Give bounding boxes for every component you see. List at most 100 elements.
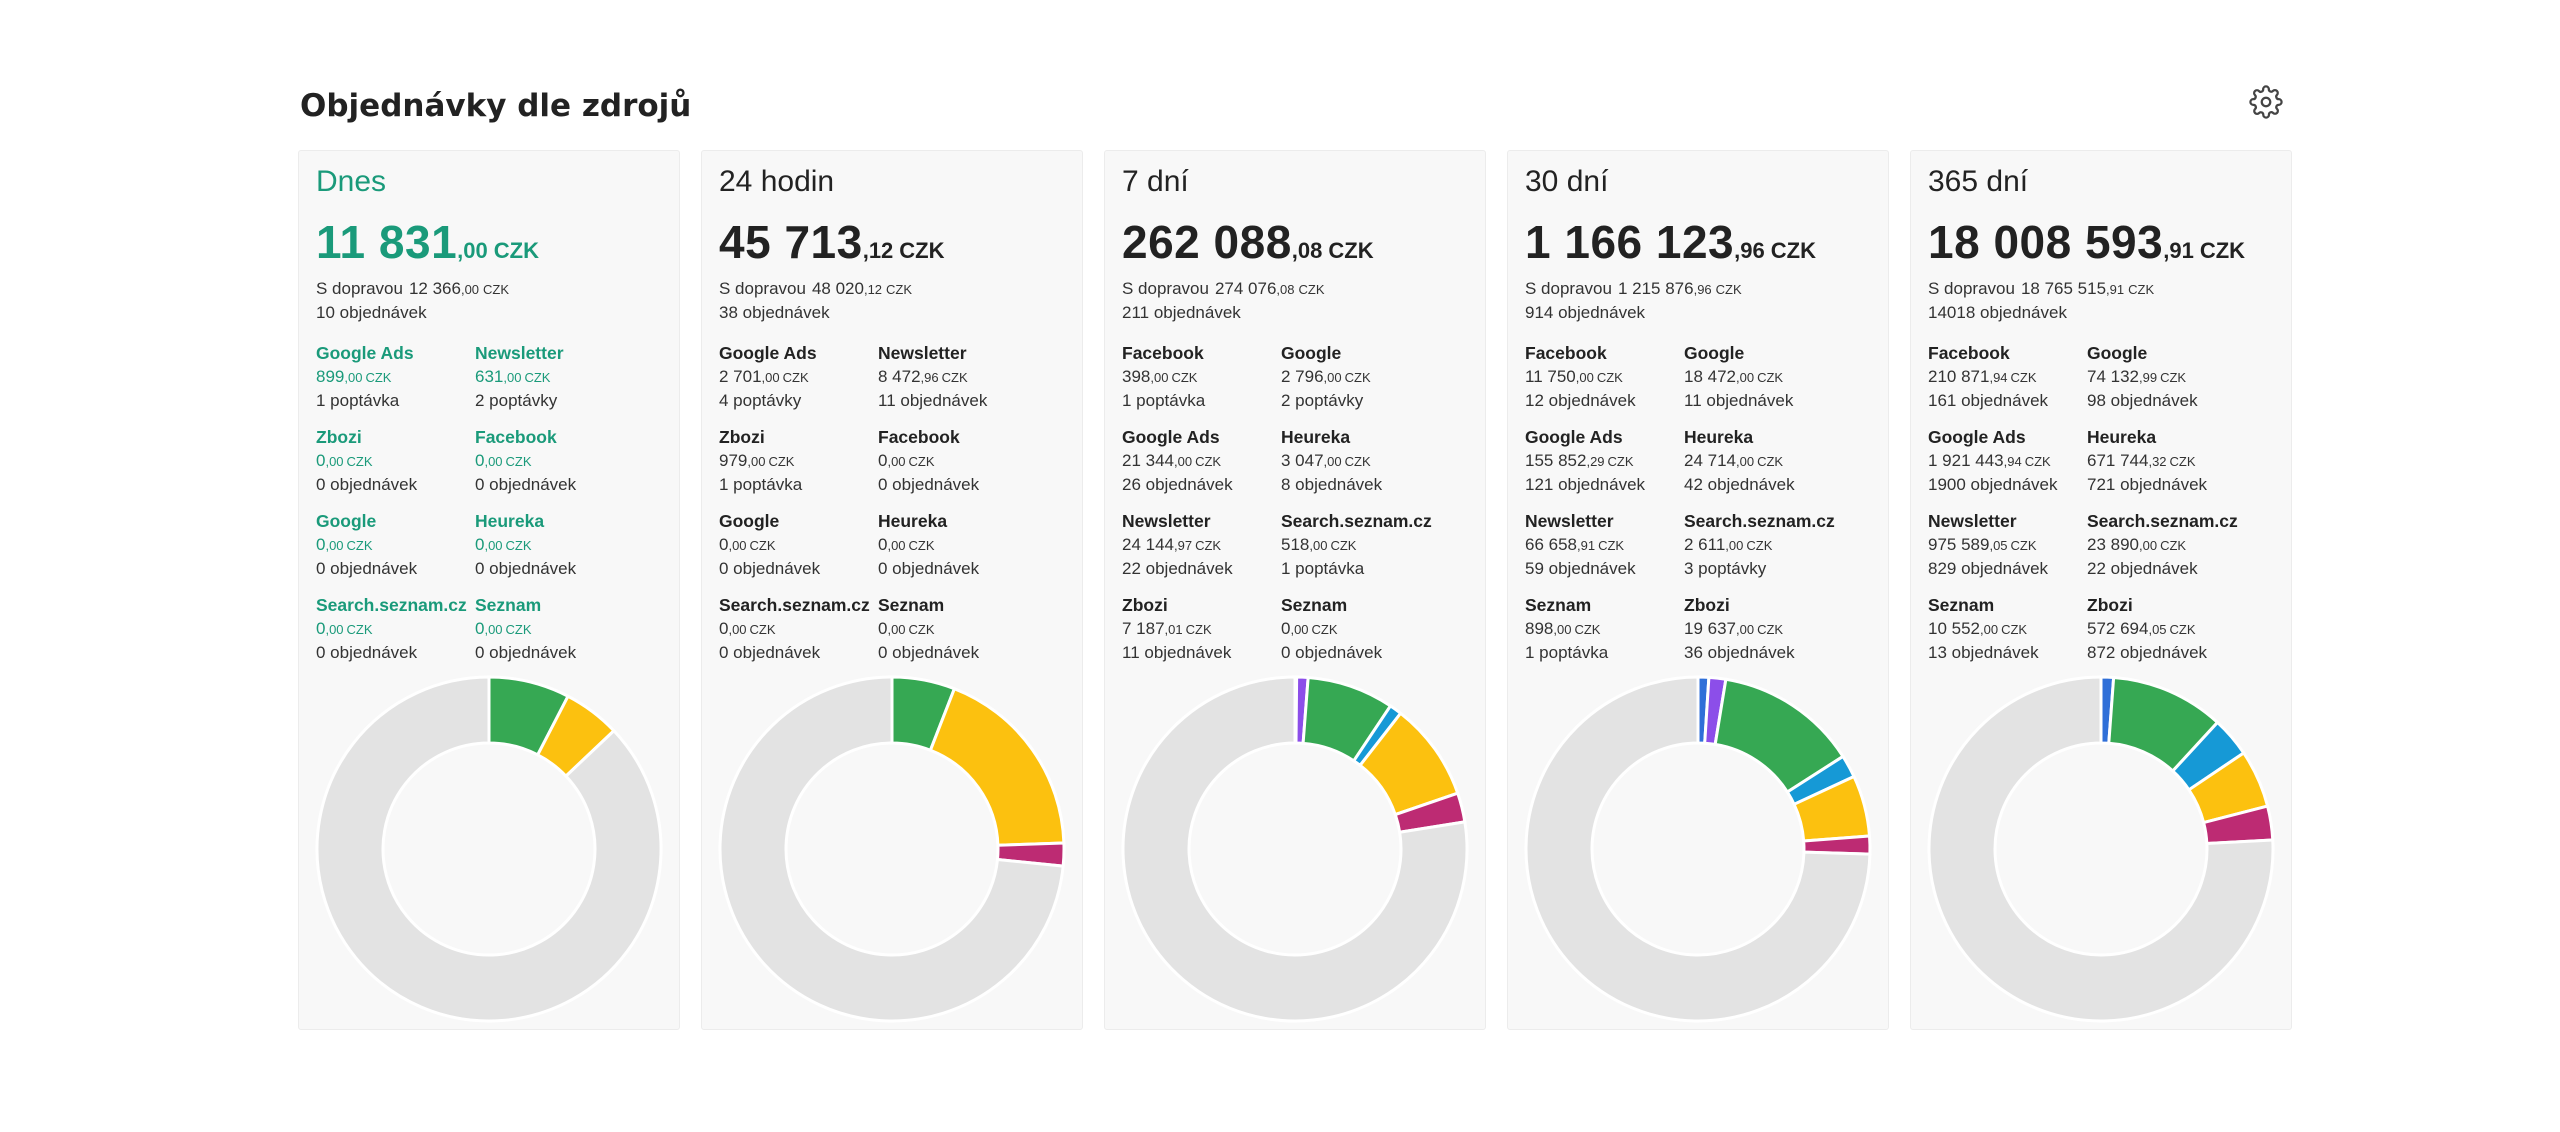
source-name: Facebook — [1928, 343, 2010, 363]
shipping-currency: CZK — [2128, 282, 2155, 297]
source-amount-decimal: ,00 — [1736, 622, 1755, 637]
source-item: Search.seznam.cz 2 611,00 CZK 3 poptávky — [1684, 509, 1880, 588]
source-name: Newsletter — [1525, 511, 1614, 531]
source-count: 0 objednávek — [475, 559, 577, 578]
sources-grid: Google Ads 899,00 CZK 1 poptávka Newsletter 6… — [316, 341, 671, 672]
source-amount-decimal: ,00 — [2139, 538, 2158, 553]
source-amount: 24 714,00 CZK — [1684, 449, 1880, 473]
source-name: Google — [1684, 343, 1745, 363]
source-count: 22 objednávek — [2087, 559, 2198, 578]
source-item: Search.seznam.cz 0,00 CZK 0 objednávek — [316, 593, 475, 672]
source-name: Zbozi — [719, 427, 765, 447]
source-amount-decimal: ,94 — [2003, 454, 2022, 469]
shipping-integer: 12 366 — [408, 279, 461, 298]
shipping-currency: CZK — [483, 282, 510, 297]
source-amount-currency: CZK — [1757, 454, 1784, 469]
source-count: 11 objednávek — [1122, 643, 1232, 662]
orders-count: 211 objednávek — [1122, 303, 1241, 322]
source-item: Heureka 0,00 CZK 0 objednávek — [878, 509, 1074, 588]
total-decimal: ,08 — [1291, 238, 1323, 263]
source-name: Search.seznam.cz — [1684, 511, 1835, 531]
source-item: Zbozi 7 187,01 CZK 11 objednávek — [1122, 593, 1281, 672]
source-name: Google Ads — [719, 343, 817, 363]
source-amount: 24 144,97 CZK — [1122, 533, 1281, 557]
period-card[interactable]: Dnes 11 831,00 CZK S dopravou 12 366,00 CZK 10… — [298, 150, 680, 1030]
source-item: Heureka 24 714,00 CZK 42 objednávek — [1684, 425, 1880, 504]
period-cards: Dnes 11 831,00 CZK S dopravou 12 366,00 CZK 10… — [298, 150, 2292, 1030]
source-amount-decimal: ,00 — [1736, 454, 1755, 469]
source-count: 0 objednávek — [878, 643, 980, 662]
total-integer: 11 831 — [316, 216, 458, 268]
source-count: 121 objednávek — [1525, 475, 1646, 494]
source-count: 872 objednávek — [2087, 643, 2208, 662]
source-count: 1 poptávka — [719, 475, 803, 494]
source-amount-integer: 23 890 — [2087, 535, 2139, 554]
source-amount: 8 472,96 CZK — [878, 365, 1074, 389]
source-amount-currency: CZK — [346, 622, 373, 637]
settings-button[interactable] — [2246, 82, 2286, 122]
period-card[interactable]: 24 hodin 45 713,12 CZK S dopravou 48 020,12 C… — [701, 150, 1083, 1030]
source-count: 1900 objednávek — [1928, 475, 2058, 494]
source-amount: 19 637,00 CZK — [1684, 617, 1880, 641]
source-amount-integer: 0 — [719, 619, 729, 638]
source-count: 1 poptávka — [1525, 643, 1609, 662]
source-amount-decimal: ,00 — [761, 370, 780, 385]
shipping-total: S dopravou 274 076,08 CZK — [1122, 279, 1324, 299]
source-amount-currency: CZK — [1185, 622, 1212, 637]
donut-chart — [718, 675, 1066, 1023]
source-amount-decimal: ,00 — [1174, 454, 1193, 469]
source-amount-decimal: ,99 — [2139, 370, 2158, 385]
source-amount-integer: 0 — [475, 535, 485, 554]
source-amount-currency: CZK — [1330, 538, 1357, 553]
donut-segment-rest[interactable] — [315, 675, 663, 1023]
donut-svg — [1121, 675, 1469, 1023]
source-amount-integer: 11 750 — [1525, 367, 1576, 386]
source-name: Google Ads — [316, 343, 414, 363]
source-amount-currency: CZK — [1344, 454, 1371, 469]
source-name: Newsletter — [878, 343, 967, 363]
source-name: Google — [719, 511, 780, 531]
source-name: Facebook — [1525, 343, 1607, 363]
donut-segment-rest[interactable] — [1121, 675, 1469, 1023]
source-count: 59 objednávek — [1525, 559, 1636, 578]
source-amount-decimal: ,00 — [503, 370, 522, 385]
source-amount-integer: 0 — [1281, 619, 1291, 638]
source-item: Facebook 210 871,94 CZK 161 objednávek — [1928, 341, 2087, 420]
source-name: Heureka — [878, 511, 948, 531]
total-amount: 11 831,00 CZK — [316, 215, 539, 269]
donut-segment-yellow[interactable] — [928, 687, 1066, 847]
source-amount-decimal: ,00 — [747, 454, 766, 469]
period-card[interactable]: 365 dní 18 008 593,91 CZK S dopravou 18 765 … — [1910, 150, 2292, 1030]
source-amount-decimal: ,05 — [2148, 622, 2167, 637]
source-amount-currency: CZK — [908, 538, 935, 553]
total-amount: 262 088,08 CZK — [1122, 215, 1374, 269]
source-count: 2 poptávky — [475, 391, 558, 410]
donut-segment-rest[interactable] — [1927, 675, 2275, 1023]
donut-segment-rest[interactable] — [718, 675, 1065, 1023]
shipping-integer: 274 076 — [1214, 279, 1277, 298]
source-amount-integer: 0 — [316, 619, 326, 638]
source-amount: 0,00 CZK — [878, 449, 1074, 473]
source-amount-integer: 0 — [475, 451, 485, 470]
source-amount-integer: 2 611 — [1684, 535, 1726, 554]
source-amount: 979,00 CZK — [719, 449, 878, 473]
source-amount-currency: CZK — [908, 622, 935, 637]
source-amount: 21 344,00 CZK — [1122, 449, 1281, 473]
sources-grid: Facebook 11 750,00 CZK 12 objednávek Google 1… — [1525, 341, 1880, 672]
source-amount: 2 796,00 CZK — [1281, 365, 1477, 389]
period-label: 365 dní — [1928, 165, 2029, 198]
source-amount-decimal: ,05 — [1989, 538, 2008, 553]
source-amount-currency: CZK — [524, 370, 551, 385]
source-amount-decimal: ,00 — [1150, 370, 1169, 385]
donut-chart — [315, 675, 663, 1023]
source-name: Seznam — [1281, 595, 1348, 615]
source-count: 161 objednávek — [1928, 391, 2049, 410]
total-decimal: ,00 — [457, 238, 488, 263]
period-card[interactable]: 30 dní 1 166 123,96 CZK S dopravou 1 215 876… — [1507, 150, 1889, 1030]
donut-segment-rest[interactable] — [1524, 675, 1872, 1023]
source-name: Google Ads — [1122, 427, 1220, 447]
source-amount-integer: 74 132 — [2087, 367, 2139, 386]
source-amount-integer: 66 658 — [1525, 535, 1577, 554]
period-card[interactable]: 7 dní 262 088,08 CZK S dopravou 274 076,08 CZ… — [1104, 150, 1486, 1030]
source-item: Facebook 398,00 CZK 1 poptávka — [1122, 341, 1281, 420]
